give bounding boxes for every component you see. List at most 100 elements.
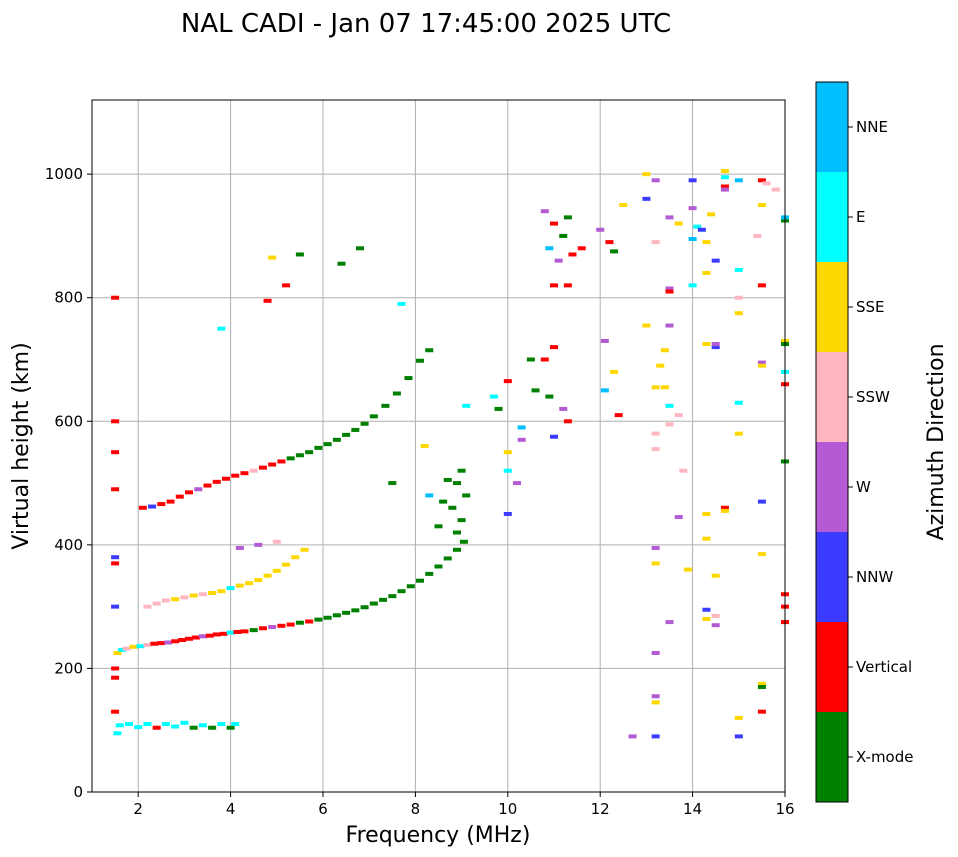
echo-point	[381, 403, 390, 408]
echo-point	[360, 605, 369, 610]
echo-point	[397, 589, 406, 594]
echo-point	[550, 221, 558, 226]
echo-point	[688, 283, 697, 288]
echo-point	[189, 593, 198, 598]
echo-point	[702, 511, 711, 516]
echo-point	[150, 641, 159, 646]
colorbar-label: NNE	[856, 118, 888, 136]
echo-point	[545, 246, 554, 251]
echo-point	[416, 358, 425, 363]
echo-point	[254, 578, 263, 583]
echo-point	[757, 178, 766, 183]
echo-point	[134, 725, 143, 730]
echo-point	[559, 233, 568, 238]
echo-point	[757, 681, 766, 686]
echo-point	[249, 628, 258, 633]
echo-point	[240, 629, 249, 634]
echo-point	[233, 629, 242, 634]
echo-point	[194, 487, 203, 492]
colorbar-segment	[816, 442, 848, 532]
echo-point	[111, 666, 120, 671]
echo-point	[452, 547, 461, 552]
echo-point	[734, 295, 743, 300]
echo-point	[503, 511, 512, 516]
plot-frame	[91, 99, 786, 793]
y-tick-label: 1000	[45, 165, 83, 183]
echo-point	[406, 584, 415, 589]
colorbar-label: SSW	[856, 388, 890, 406]
echo-point	[164, 640, 173, 645]
echo-point	[679, 468, 688, 473]
echo-point	[596, 227, 605, 232]
echo-point	[166, 499, 175, 504]
echo-point	[226, 630, 235, 635]
x-tick-label: 2	[133, 800, 143, 818]
echo-point	[111, 561, 120, 566]
echo-point	[286, 622, 295, 627]
echo-point	[180, 595, 189, 600]
echo-point	[221, 476, 230, 481]
echo-point	[351, 608, 360, 613]
echo-point	[459, 539, 468, 544]
echo-point	[628, 734, 637, 739]
colorbar: X-mode Vertical NNW W SSW SSE E NNE	[815, 81, 913, 803]
x-tick-label: 14	[683, 800, 702, 818]
echo-point	[688, 237, 697, 242]
echo-point	[397, 301, 406, 306]
echo-point	[178, 638, 187, 643]
echo-point	[757, 684, 766, 689]
echo-point	[272, 539, 281, 544]
echo-point	[531, 388, 540, 393]
echo-point	[665, 215, 674, 220]
colorbar-segment	[816, 712, 848, 802]
echo-point	[129, 644, 138, 649]
echo-point	[355, 246, 364, 251]
echo-point	[711, 613, 720, 618]
y-tick-label: 0	[73, 783, 83, 801]
colorbar-label: SSE	[856, 298, 885, 316]
echo-point	[439, 499, 448, 504]
echo-point	[369, 601, 378, 606]
echo-point	[610, 249, 619, 254]
echo-point	[180, 720, 189, 725]
echo-point	[753, 233, 762, 238]
echo-point	[111, 295, 120, 300]
x-tick-label: 4	[226, 800, 236, 818]
echo-point	[113, 731, 122, 736]
echo-point	[314, 445, 323, 450]
echo-point	[198, 723, 207, 728]
echo-point	[577, 246, 586, 251]
echo-point	[711, 258, 720, 263]
echo-point	[619, 203, 628, 208]
echo-point	[113, 650, 122, 655]
echo-point	[235, 545, 244, 550]
echo-point	[208, 591, 217, 596]
echo-point	[734, 178, 743, 183]
echo-point	[124, 722, 133, 727]
echo-point	[392, 391, 401, 396]
echo-point	[651, 561, 660, 566]
echo-point	[171, 639, 180, 644]
echo-point	[665, 620, 674, 625]
echo-point	[245, 581, 254, 586]
echo-point	[452, 481, 461, 486]
echo-point	[452, 530, 461, 535]
echo-point	[254, 542, 263, 547]
echo-point	[605, 240, 614, 245]
colorbar-segment	[816, 172, 848, 262]
echo-point	[503, 379, 512, 384]
echo-point	[660, 385, 669, 390]
x-axis-label: Frequency (MHz)	[346, 823, 531, 848]
echo-point	[295, 620, 304, 625]
echo-point	[711, 573, 720, 578]
x-tick-label: 16	[775, 800, 794, 818]
y-tick-label: 200	[54, 659, 83, 677]
echo-point	[651, 694, 660, 699]
echo-point	[757, 363, 766, 368]
echo-point	[198, 592, 207, 597]
echo-point	[517, 425, 526, 430]
colorbar-label: NNW	[856, 568, 893, 586]
echo-point	[337, 261, 346, 266]
echo-point	[720, 169, 729, 174]
echo-point	[282, 283, 291, 288]
